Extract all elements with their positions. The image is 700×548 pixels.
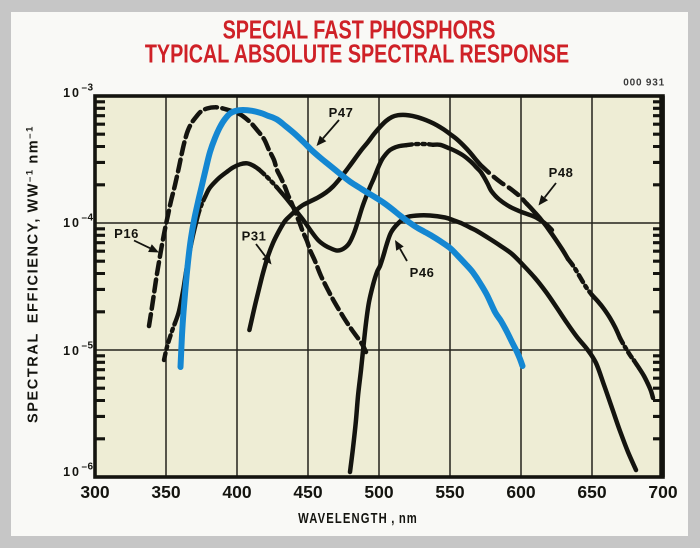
svg-text:500: 500 xyxy=(364,482,393,502)
svg-text:10: 10 xyxy=(63,216,81,230)
svg-text:P46: P46 xyxy=(410,265,435,280)
svg-text:300: 300 xyxy=(80,482,109,502)
svg-text:450: 450 xyxy=(293,482,322,502)
svg-text:WAVELENGTH , nm: WAVELENGTH , nm xyxy=(298,509,418,526)
svg-text:P31: P31 xyxy=(242,229,267,244)
svg-text:10: 10 xyxy=(63,344,81,358)
svg-text:600: 600 xyxy=(506,482,535,502)
svg-text:–6: –6 xyxy=(82,462,94,473)
svg-text:–5: –5 xyxy=(82,341,94,352)
svg-text:650: 650 xyxy=(577,482,606,502)
svg-text:P47: P47 xyxy=(329,105,354,120)
svg-text:10: 10 xyxy=(63,86,81,100)
svg-text:400: 400 xyxy=(222,482,251,502)
svg-text:P16: P16 xyxy=(114,226,139,241)
svg-text:SPECIAL FAST PHOSPHORS: SPECIAL FAST PHOSPHORS xyxy=(223,15,496,44)
svg-text:–3: –3 xyxy=(82,83,94,94)
svg-text:–4: –4 xyxy=(82,213,94,224)
svg-text:SPECTRAL EFFICIENCY, WW–1 nm–1: SPECTRAL EFFICIENCY, WW–1 nm–1 xyxy=(25,125,42,423)
svg-text:TYPICAL ABSOLUTE SPECTRAL RESP: TYPICAL ABSOLUTE SPECTRAL RESPONSE xyxy=(145,39,569,68)
svg-text:P48: P48 xyxy=(549,165,574,180)
svg-text:10: 10 xyxy=(63,465,81,479)
svg-text:350: 350 xyxy=(151,482,180,502)
svg-text:550: 550 xyxy=(435,482,464,502)
svg-text:000 931: 000 931 xyxy=(623,78,665,89)
svg-text:700: 700 xyxy=(648,482,677,502)
